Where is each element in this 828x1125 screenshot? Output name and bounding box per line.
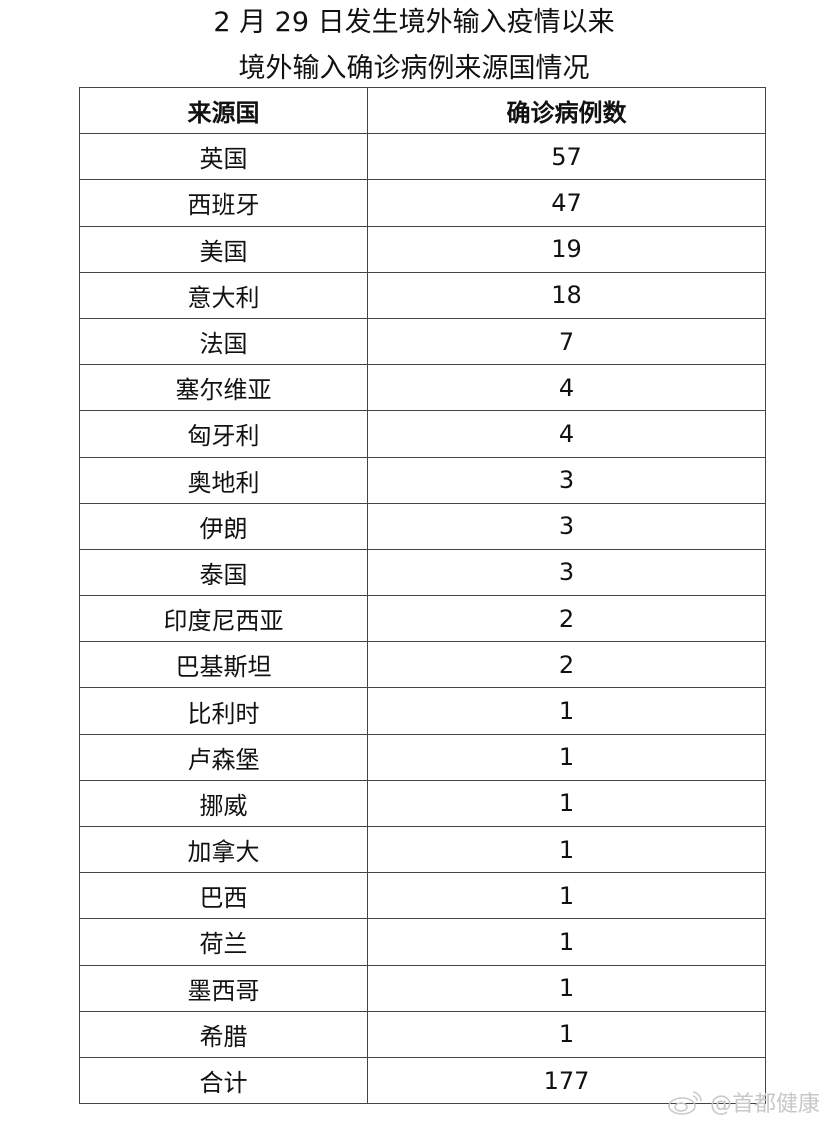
cases-cell: 18: [367, 271, 766, 319]
table-row: 巴西 1: [79, 872, 766, 920]
header-country: 来源国: [79, 86, 368, 135]
table-row: 匈牙利 4: [79, 410, 766, 458]
country-cell: 法国: [79, 317, 368, 366]
cases-cell: 1: [367, 779, 766, 828]
table-row: 印度尼西亚 2: [79, 595, 766, 643]
cases-cell: 3: [367, 502, 766, 550]
country-cell: 塞尔维亚: [79, 364, 368, 412]
cases-cell: 1: [367, 687, 766, 735]
table-row: 比利时 1: [79, 687, 766, 735]
cases-cell: 1: [367, 1010, 766, 1058]
table-total-row: 合计 177: [79, 1056, 766, 1105]
cases-cell: 4: [367, 410, 766, 458]
table-row: 塞尔维亚 4: [79, 364, 766, 412]
table-row: 英国 57: [79, 133, 766, 181]
table-row: 美国 19: [79, 225, 766, 273]
cases-cell: 1: [367, 733, 766, 781]
cases-cell: 19: [367, 225, 766, 273]
table-row: 卢森堡 1: [79, 733, 766, 781]
table-row: 意大利 18: [79, 271, 766, 319]
country-cell: 意大利: [79, 271, 368, 319]
country-cell: 奥地利: [79, 456, 368, 504]
table-row: 墨西哥 1: [79, 964, 766, 1012]
cases-cell: 2: [367, 595, 766, 643]
country-cell: 印度尼西亚: [79, 595, 368, 643]
table-row: 奥地利 3: [79, 456, 766, 504]
country-cell: 卢森堡: [79, 733, 368, 781]
country-cell: 伊朗: [79, 502, 368, 550]
table-row: 希腊 1: [79, 1010, 766, 1058]
cases-cell: 7: [367, 317, 766, 366]
table-row: 法国 7: [79, 317, 766, 366]
cases-cell: 4: [367, 364, 766, 412]
country-cell: 英国: [79, 133, 368, 181]
country-cell: 希腊: [79, 1010, 368, 1058]
table-row: 西班牙 47: [79, 179, 766, 227]
table-row: 巴基斯坦 2: [79, 641, 766, 689]
document-title-line1: 2 月 29 日发生境外输入疫情以来: [213, 7, 615, 38]
country-cell: 匈牙利: [79, 410, 368, 458]
source-country-table: 来源国 确诊病例数 英国 57 西班牙 47 美国 19 意大利 18 法国 7 塞尔维亚 4 匈牙利 4…: [79, 86, 766, 1105]
document-title-line2: 境外输入确诊病例来源国情况: [238, 53, 590, 84]
country-cell: 比利时: [79, 687, 368, 735]
cases-cell: 1: [367, 825, 766, 874]
table-row: 泰国 3: [79, 548, 766, 597]
country-cell: 泰国: [79, 548, 368, 597]
table-header-row: 来源国 确诊病例数: [79, 86, 766, 135]
cases-cell: 47: [367, 179, 766, 227]
country-cell: 加拿大: [79, 825, 368, 874]
watermark-text: @首都健康: [709, 1092, 820, 1117]
cases-cell: 1: [367, 918, 766, 966]
weibo-icon: [668, 1091, 702, 1115]
cases-cell: 1: [367, 964, 766, 1012]
cases-cell: 57: [367, 133, 766, 181]
country-cell: 合计: [79, 1056, 368, 1105]
country-cell: 西班牙: [79, 179, 368, 227]
table-row: 荷兰 1: [79, 918, 766, 966]
country-cell: 巴西: [79, 872, 368, 920]
country-cell: 墨西哥: [79, 964, 368, 1012]
table-row: 加拿大 1: [79, 825, 766, 874]
watermark: @首都健康: [666, 1086, 820, 1118]
header-cases: 确诊病例数: [367, 86, 766, 135]
cases-cell: 3: [367, 548, 766, 597]
country-cell: 美国: [79, 225, 368, 273]
cases-cell: 3: [367, 456, 766, 504]
country-cell: 巴基斯坦: [79, 641, 368, 689]
cases-cell: 2: [367, 641, 766, 689]
country-cell: 挪威: [79, 779, 368, 828]
country-cell: 荷兰: [79, 918, 368, 966]
table-row: 伊朗 3: [79, 502, 766, 550]
table-row: 挪威 1: [79, 779, 766, 828]
cases-cell: 1: [367, 872, 766, 920]
